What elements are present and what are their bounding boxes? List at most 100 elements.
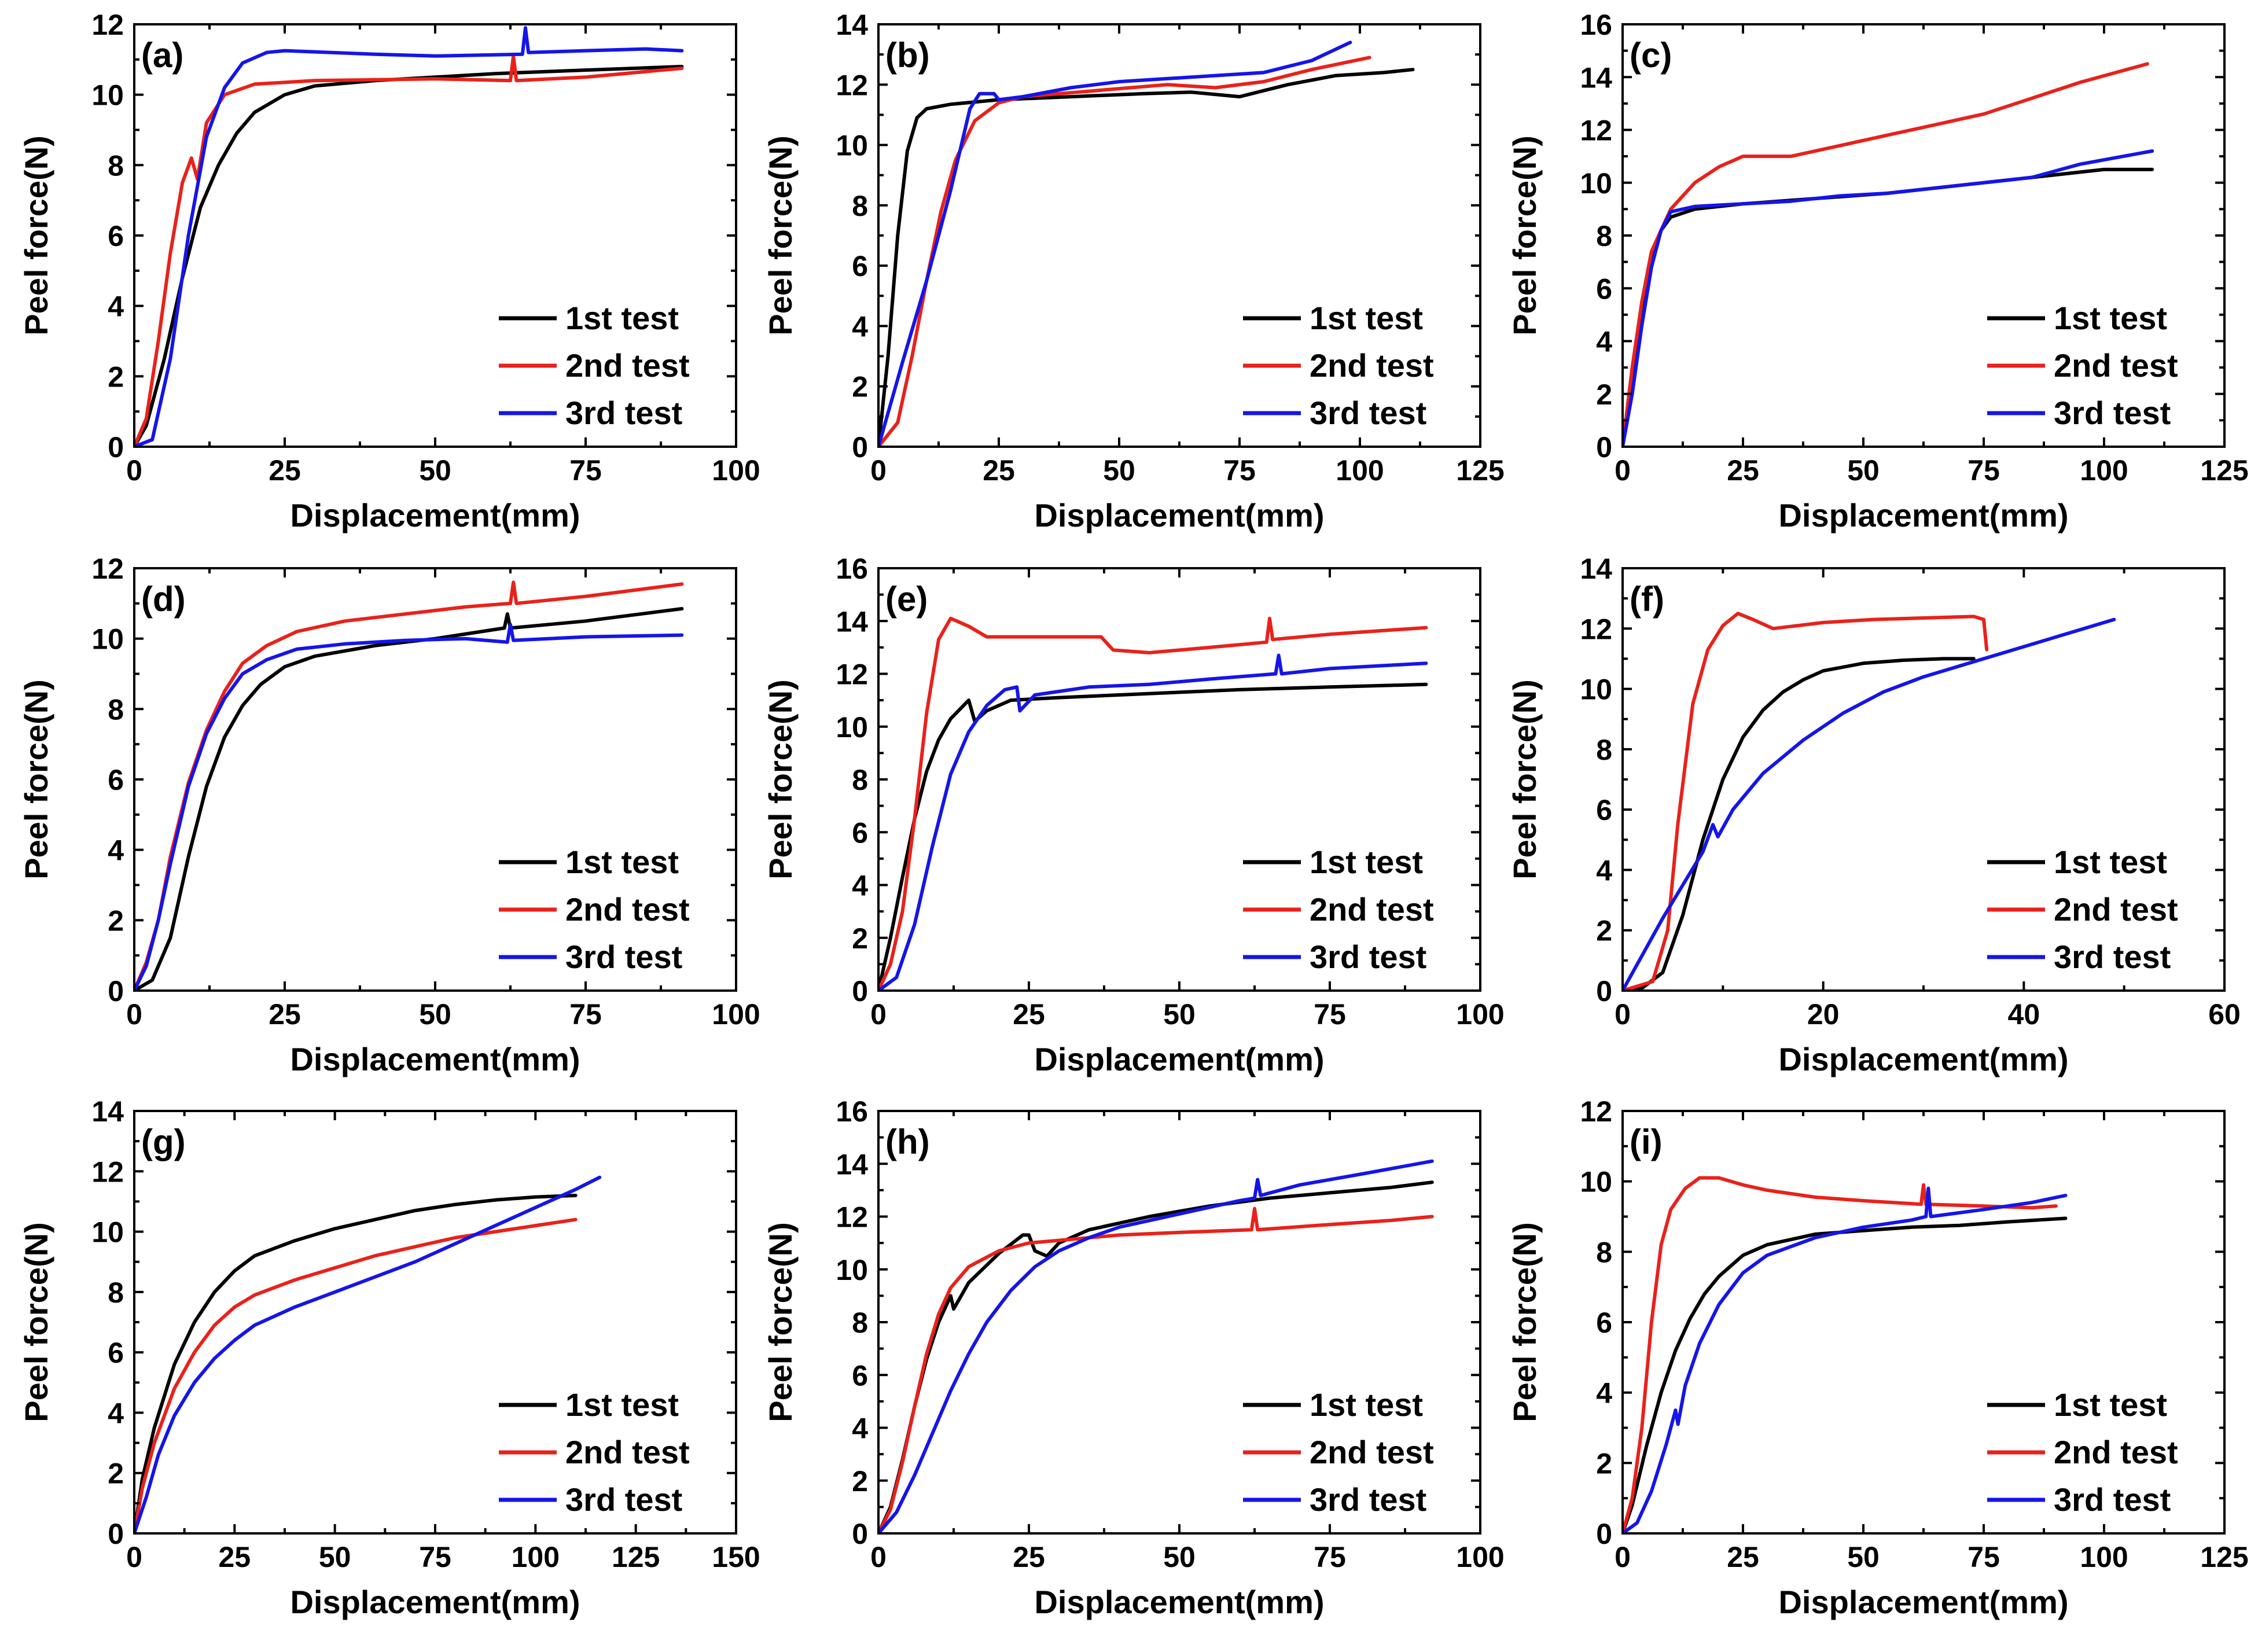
x-tick-label: 0 (126, 454, 142, 487)
legend-label-3: 3rd test (565, 395, 682, 431)
y-tick-label: 0 (108, 1518, 124, 1550)
x-tick-label: 50 (1103, 454, 1135, 487)
x-tick-label: 75 (1968, 1541, 2000, 1573)
x-tick-label: 25 (983, 454, 1015, 487)
y-tick-label: 0 (1596, 975, 1612, 1007)
y-tick-label: 6 (852, 816, 868, 849)
y-tick-label: 14 (836, 1148, 868, 1180)
x-axis-title: Displacement(mm) (1034, 497, 1324, 534)
y-tick-label: 6 (108, 1337, 124, 1369)
panel-label: (i) (1630, 1123, 1663, 1161)
x-tick-label: 75 (569, 998, 602, 1031)
x-tick-label: 25 (1727, 1541, 1759, 1573)
y-tick-label: 12 (836, 1201, 868, 1234)
y-tick-label: 8 (852, 190, 868, 222)
x-tick-label: 50 (1163, 998, 1196, 1031)
series-line-2 (878, 56, 1371, 447)
x-tick-label: 25 (269, 998, 301, 1031)
panel-e: 0 25 50 75 100 0 2 4 6 8 10 12 14 16 Displacement(mm) P… (762, 553, 1505, 1077)
y-tick-label: 12 (91, 9, 124, 41)
y-tick-label: 10 (836, 711, 868, 744)
y-tick-label: 6 (852, 250, 868, 282)
y-axis-title: Peel force(N) (18, 679, 54, 879)
y-tick-label: 6 (108, 220, 124, 252)
legend-label-2: 2nd test (1310, 1434, 1434, 1470)
y-tick-label: 12 (1580, 1095, 1612, 1128)
x-tick-label: 100 (712, 998, 760, 1031)
x-tick-label: 0 (126, 998, 142, 1031)
x-tick-label: 0 (870, 998, 887, 1031)
panel-b: 0 25 50 75 100 125 0 2 4 6 8 10 12 14 Displacement(mm)… (762, 9, 1505, 534)
y-tick-label: 14 (836, 605, 868, 638)
x-tick-label: 100 (2080, 1541, 2128, 1573)
y-tick-label: 8 (108, 149, 124, 182)
y-tick-label: 2 (852, 371, 868, 403)
x-tick-label: 125 (612, 1541, 660, 1573)
legend-label-3: 3rd test (1310, 395, 1426, 431)
x-tick-label: 60 (2208, 998, 2241, 1031)
x-tick-label: 75 (419, 1541, 451, 1573)
x-tick-label: 0 (1615, 998, 1631, 1031)
x-tick-label: 25 (1013, 998, 1045, 1031)
legend-label-2: 2nd test (2054, 1434, 2178, 1470)
x-tick-label: 25 (219, 1541, 251, 1573)
x-axis-title: Displacement(mm) (1778, 497, 2068, 534)
y-tick-label: 12 (836, 658, 868, 691)
series-line-3 (134, 623, 684, 991)
legend-label-1: 1st test (2054, 844, 2167, 880)
y-axis-title: Peel force(N) (762, 135, 799, 335)
x-tick-label: 0 (1615, 1541, 1631, 1573)
y-tick-label: 14 (1580, 61, 1612, 94)
y-tick-label: 4 (852, 310, 868, 343)
series-line-1 (1623, 657, 1976, 991)
x-tick-label: 125 (2200, 454, 2248, 487)
y-tick-label: 2 (1596, 915, 1612, 947)
legend-label-1: 1st test (2054, 1386, 2167, 1423)
x-axis-title: Displacement(mm) (290, 1584, 580, 1620)
x-tick-label: 0 (870, 1541, 887, 1573)
series-line-3 (1623, 149, 2154, 447)
y-tick-label: 0 (1596, 1518, 1612, 1550)
x-tick-label: 75 (1314, 998, 1346, 1031)
legend-label-3: 3rd test (2054, 1481, 2171, 1518)
y-tick-label: 10 (1580, 1166, 1612, 1198)
legend-label-3: 3rd test (2054, 395, 2171, 431)
legend-label-2: 2nd test (2054, 891, 2178, 928)
y-tick-label: 6 (1596, 794, 1612, 826)
legend-label-2: 2nd test (2054, 347, 2178, 384)
legend-label-1: 1st test (565, 1386, 679, 1423)
y-tick-label: 12 (91, 1156, 124, 1188)
x-tick-label: 100 (1456, 998, 1504, 1031)
legend-label-3: 3rd test (1310, 1481, 1426, 1518)
x-tick-label: 75 (1968, 454, 2000, 487)
y-tick-label: 4 (1596, 326, 1612, 358)
y-tick-label: 8 (1596, 220, 1612, 252)
legend-label-2: 2nd test (1310, 891, 1434, 928)
panel-label: (e) (885, 580, 928, 619)
x-tick-label: 100 (2080, 454, 2128, 487)
series-line-3 (878, 1159, 1434, 1533)
y-tick-label: 10 (1580, 674, 1612, 706)
y-tick-label: 2 (108, 904, 124, 937)
x-tick-label: 25 (1013, 1541, 1045, 1573)
y-tick-label: 10 (1580, 167, 1612, 200)
legend-label-3: 3rd test (2054, 939, 2171, 975)
y-tick-label: 12 (91, 553, 124, 585)
panel-f: 0 20 40 60 0 2 4 6 8 10 12 14 Displacement(mm) Peel f… (1506, 553, 2241, 1077)
x-tick-label: 100 (1336, 454, 1384, 487)
series-line-2 (878, 616, 1428, 991)
x-tick-label: 20 (1807, 998, 1840, 1031)
panel-label: (f) (1630, 580, 1664, 619)
panel-c: 0 25 50 75 100 125 0 2 4 6 8 10 12 14 16 Displacement(m… (1506, 9, 2249, 534)
panel-a: 0 25 50 75 100 0 2 4 6 8 10 12 Displacement(mm) Peel … (18, 9, 760, 534)
y-tick-label: 10 (836, 1254, 868, 1286)
y-axis-title: Peel force(N) (1506, 135, 1543, 335)
legend-label-2: 2nd test (565, 1434, 690, 1470)
y-tick-label: 6 (852, 1359, 868, 1392)
y-axis-title: Peel force(N) (762, 679, 799, 879)
series-line-1 (134, 65, 684, 447)
y-axis-title: Peel force(N) (18, 1222, 54, 1422)
x-axis-title: Displacement(mm) (1778, 1584, 2068, 1620)
y-tick-label: 2 (108, 1458, 124, 1490)
